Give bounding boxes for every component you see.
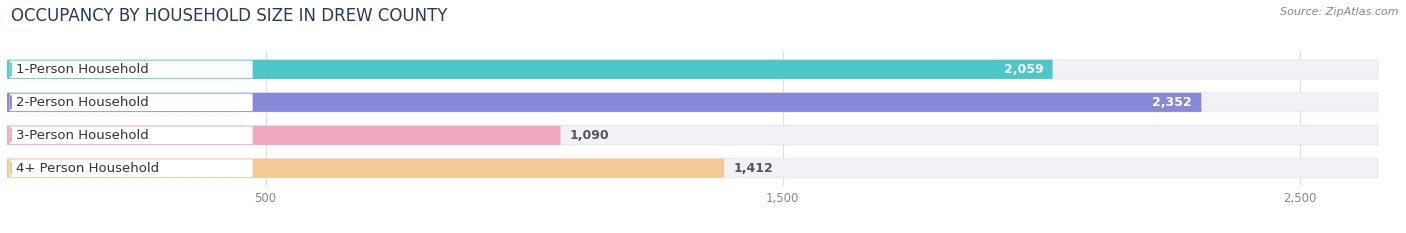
FancyBboxPatch shape: [7, 93, 1201, 112]
Text: 3-Person Household: 3-Person Household: [15, 129, 149, 142]
FancyBboxPatch shape: [10, 159, 253, 177]
FancyBboxPatch shape: [7, 60, 1378, 79]
FancyBboxPatch shape: [7, 159, 1378, 178]
Text: 1-Person Household: 1-Person Household: [15, 63, 149, 76]
FancyBboxPatch shape: [10, 61, 253, 78]
FancyBboxPatch shape: [7, 126, 1378, 145]
FancyBboxPatch shape: [7, 60, 1053, 79]
FancyBboxPatch shape: [7, 93, 1378, 112]
FancyBboxPatch shape: [7, 159, 724, 178]
Text: 1,090: 1,090: [569, 129, 609, 142]
FancyBboxPatch shape: [10, 127, 253, 144]
FancyBboxPatch shape: [10, 94, 253, 111]
FancyBboxPatch shape: [7, 126, 561, 145]
Text: OCCUPANCY BY HOUSEHOLD SIZE IN DREW COUNTY: OCCUPANCY BY HOUSEHOLD SIZE IN DREW COUN…: [11, 7, 447, 25]
Text: 2,352: 2,352: [1153, 96, 1192, 109]
Text: 4+ Person Household: 4+ Person Household: [15, 162, 159, 175]
Text: 2,059: 2,059: [1004, 63, 1043, 76]
Text: 2-Person Household: 2-Person Household: [15, 96, 149, 109]
Text: 1,412: 1,412: [734, 162, 773, 175]
Text: Source: ZipAtlas.com: Source: ZipAtlas.com: [1281, 7, 1399, 17]
